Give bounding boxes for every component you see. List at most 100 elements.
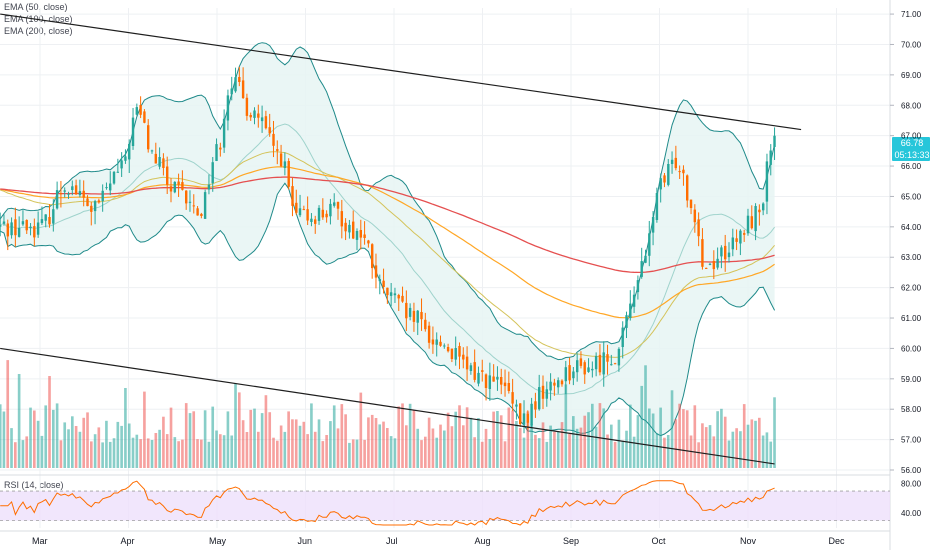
candle-body bbox=[488, 375, 492, 389]
candle-body bbox=[272, 133, 275, 146]
volume-bar bbox=[14, 442, 17, 468]
channel-upper-line bbox=[0, 13, 802, 131]
last-price-tag: 66.78 bbox=[900, 138, 924, 148]
candle-body bbox=[746, 215, 750, 234]
volume-bar bbox=[317, 419, 321, 468]
volume-bar bbox=[162, 416, 165, 468]
candle-body bbox=[52, 209, 55, 224]
candle-body bbox=[253, 110, 256, 118]
volume-bar bbox=[386, 428, 389, 468]
volume-bar bbox=[196, 439, 199, 468]
candle-body bbox=[310, 218, 313, 222]
volume-bar bbox=[697, 442, 700, 468]
candle-body bbox=[139, 105, 142, 115]
volume-bar bbox=[408, 403, 412, 468]
volume-bar bbox=[754, 420, 757, 468]
volume-bar bbox=[21, 440, 25, 468]
volume-bar bbox=[90, 441, 93, 468]
volume-bar bbox=[97, 427, 101, 468]
volume-bar bbox=[36, 420, 40, 468]
candle-body bbox=[583, 362, 586, 375]
volume-bar bbox=[458, 405, 461, 468]
candle-body bbox=[541, 385, 545, 399]
volume-bar bbox=[215, 430, 218, 468]
volume-bar bbox=[283, 431, 287, 468]
volume-bar bbox=[192, 411, 196, 468]
candle-body bbox=[219, 147, 222, 150]
candle-body bbox=[481, 370, 484, 372]
candle-body bbox=[154, 153, 158, 164]
volume-bar bbox=[108, 441, 112, 468]
candle-body bbox=[264, 116, 268, 129]
candle-body bbox=[150, 150, 154, 152]
volume-bar bbox=[674, 419, 678, 468]
volume-bar bbox=[397, 406, 401, 468]
candle-body bbox=[473, 362, 476, 380]
volume-bar bbox=[655, 433, 659, 468]
volume-bar bbox=[211, 406, 215, 468]
volume-bar bbox=[40, 435, 44, 468]
rsi-pane bbox=[0, 480, 890, 526]
candle-body bbox=[648, 233, 651, 256]
volume-bar bbox=[302, 421, 306, 468]
volume-bar bbox=[230, 435, 234, 468]
candle-body bbox=[63, 190, 66, 192]
volume-bar bbox=[682, 409, 685, 468]
volume-bar bbox=[150, 440, 154, 468]
volume-bar bbox=[462, 425, 465, 468]
volume-bar bbox=[477, 418, 480, 468]
y-tick-label: 65.00 bbox=[901, 192, 922, 201]
volume-bar bbox=[249, 409, 253, 468]
volume-bar bbox=[188, 413, 192, 468]
y-tick-label: 57.00 bbox=[901, 436, 922, 445]
volume-bar bbox=[10, 428, 13, 468]
volume-bar bbox=[473, 437, 476, 468]
volume-bar bbox=[480, 441, 484, 468]
volume-bar bbox=[2, 411, 6, 468]
y-tick-label: 71.00 bbox=[901, 10, 922, 19]
rsi-tick-label: 80.00 bbox=[901, 480, 922, 489]
candle-body bbox=[412, 310, 416, 322]
candle-body bbox=[549, 381, 552, 391]
candle-body bbox=[40, 219, 44, 224]
candle-body bbox=[731, 237, 735, 250]
candle-body bbox=[200, 213, 203, 216]
legend-rsi[interactable]: RSI (14, close) bbox=[4, 480, 64, 490]
candle-body bbox=[644, 255, 647, 263]
candle-body bbox=[124, 156, 127, 161]
volume-bar bbox=[530, 424, 533, 468]
bollinger-bands bbox=[0, 42, 776, 437]
candle-body bbox=[750, 216, 754, 229]
volume-bar bbox=[52, 409, 55, 468]
candle-body bbox=[131, 117, 135, 146]
axes: 71.00 70.00 69.00 68.00 67.00 66.00 65.00 64.00… bbox=[32, 10, 930, 546]
volume-bar bbox=[727, 440, 731, 468]
volume-bar bbox=[146, 438, 150, 468]
candle-body bbox=[435, 339, 438, 345]
legend-ema200[interactable]: EMA (200, close) bbox=[4, 26, 73, 36]
countdown-tag: 05:13:33 bbox=[894, 150, 930, 160]
legend-ema50[interactable]: EMA (50, close) bbox=[4, 2, 68, 12]
volume-bar bbox=[93, 434, 97, 468]
candle-body bbox=[568, 365, 571, 381]
y-tick-label: 66.00 bbox=[901, 162, 922, 171]
volume-bar bbox=[553, 431, 556, 468]
volume-bar bbox=[260, 413, 264, 468]
volume-bar bbox=[321, 441, 325, 468]
candle-body bbox=[143, 111, 146, 123]
candle-body bbox=[238, 77, 241, 82]
volume-bar bbox=[245, 432, 249, 468]
candles[interactable] bbox=[0, 66, 776, 434]
candle-body bbox=[21, 221, 25, 225]
volume-bar bbox=[120, 425, 123, 468]
x-tick-label: Sep bbox=[563, 536, 579, 546]
volume-bar bbox=[644, 365, 647, 468]
trend-channel[interactable] bbox=[0, 13, 802, 465]
volume-bar bbox=[621, 440, 625, 468]
volume-bar bbox=[105, 420, 108, 468]
candle-body bbox=[416, 310, 419, 323]
candle-body bbox=[78, 191, 82, 196]
candle-body bbox=[735, 238, 738, 242]
volume-bar bbox=[55, 403, 59, 468]
